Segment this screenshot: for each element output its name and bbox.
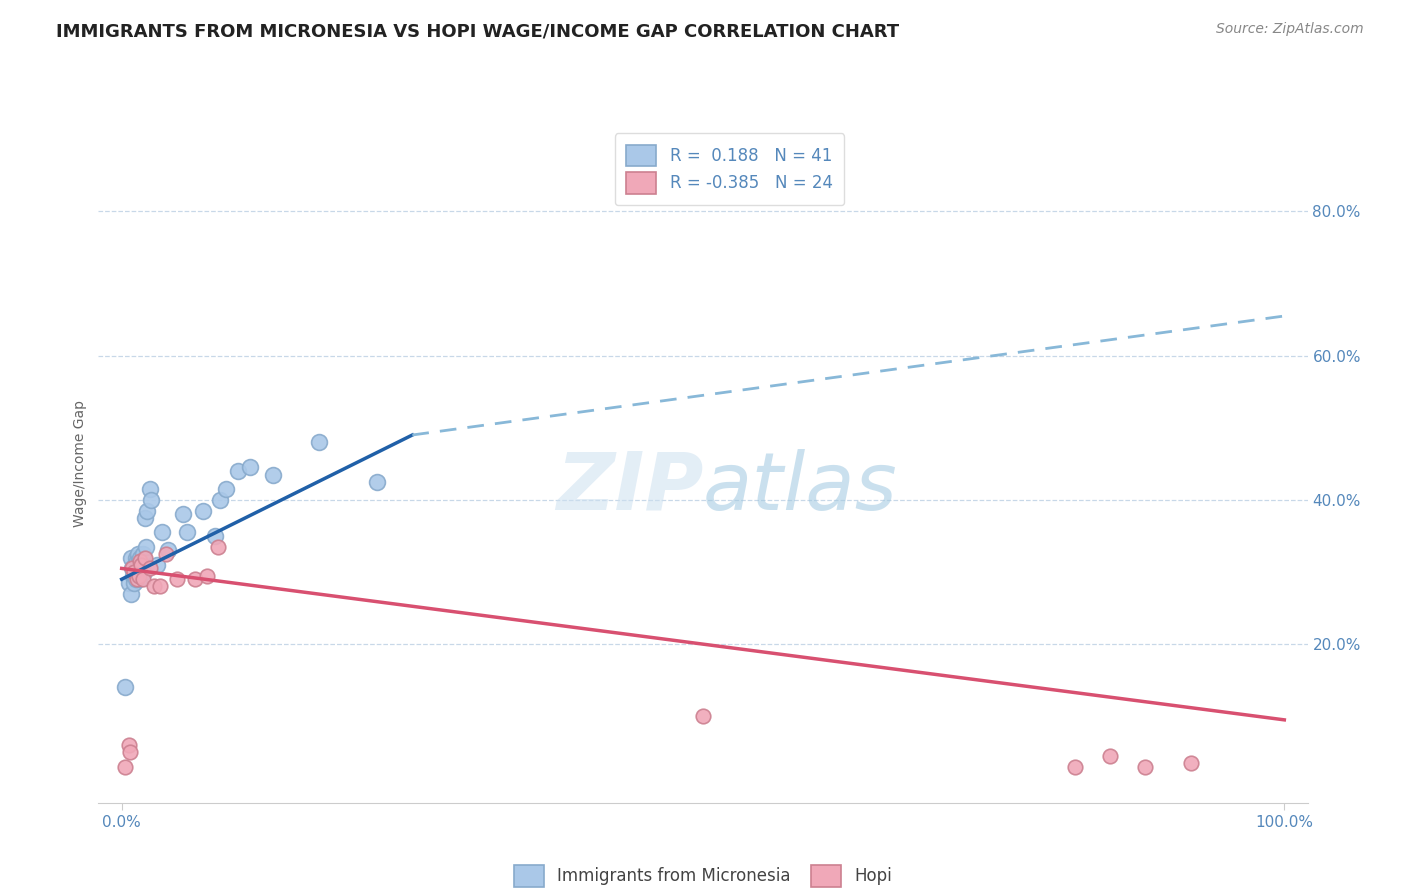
Point [204, 529, 226, 543]
Point [262, 467, 284, 482]
Point [121, 561, 143, 575]
Point [136, 504, 159, 518]
Point [125, 565, 148, 579]
Point [138, 482, 160, 496]
Point [124, 572, 146, 586]
Point [366, 475, 388, 489]
Point [129, 550, 152, 565]
Point [122, 568, 145, 582]
Point [226, 464, 249, 478]
Point [127, 547, 149, 561]
Point [120, 587, 142, 601]
Point [128, 568, 150, 582]
Point [131, 572, 153, 586]
Point [114, 681, 136, 695]
Point [176, 525, 198, 540]
Point [143, 579, 166, 593]
Point [239, 460, 262, 475]
Point [125, 554, 148, 568]
Point [125, 572, 148, 586]
Point [184, 572, 207, 586]
Point [114, 760, 136, 774]
Point [129, 554, 152, 568]
Point [150, 525, 173, 540]
Point [1180, 756, 1202, 771]
Point [172, 508, 194, 522]
Point [132, 565, 155, 579]
Text: atlas: atlas [703, 449, 898, 526]
Point [118, 575, 141, 590]
Point [128, 565, 150, 579]
Point [135, 540, 157, 554]
Point [149, 579, 172, 593]
Point [128, 554, 150, 568]
Point [124, 565, 146, 579]
Point [139, 492, 162, 507]
Point [166, 572, 188, 586]
Point [129, 558, 152, 572]
Point [134, 511, 156, 525]
Point [157, 543, 180, 558]
Y-axis label: Wage/Income Gap: Wage/Income Gap [73, 401, 87, 527]
Point [1064, 760, 1087, 774]
Point [124, 575, 146, 590]
Point [1098, 748, 1121, 763]
Point [155, 547, 177, 561]
Point [138, 561, 160, 575]
Point [127, 561, 149, 575]
Point [118, 738, 141, 752]
Point [215, 482, 238, 496]
Legend: Immigrants from Micronesia, Hopi: Immigrants from Micronesia, Hopi [508, 859, 898, 892]
Point [131, 565, 153, 579]
Point [134, 550, 156, 565]
Text: ZIP: ZIP [555, 449, 703, 526]
Point [191, 504, 214, 518]
Point [120, 550, 142, 565]
Point [195, 568, 218, 582]
Point [209, 492, 232, 507]
Text: Source: ZipAtlas.com: Source: ZipAtlas.com [1216, 22, 1364, 37]
Point [118, 745, 141, 759]
Point [207, 540, 229, 554]
Point [1133, 760, 1156, 774]
Point [124, 550, 146, 565]
Point [131, 547, 153, 561]
Point [308, 435, 330, 450]
Point [145, 558, 167, 572]
Point [131, 558, 153, 572]
Text: IMMIGRANTS FROM MICRONESIA VS HOPI WAGE/INCOME GAP CORRELATION CHART: IMMIGRANTS FROM MICRONESIA VS HOPI WAGE/… [56, 22, 900, 40]
Point [131, 550, 153, 565]
Point [121, 561, 143, 575]
Point [128, 572, 150, 586]
Point [692, 709, 714, 723]
